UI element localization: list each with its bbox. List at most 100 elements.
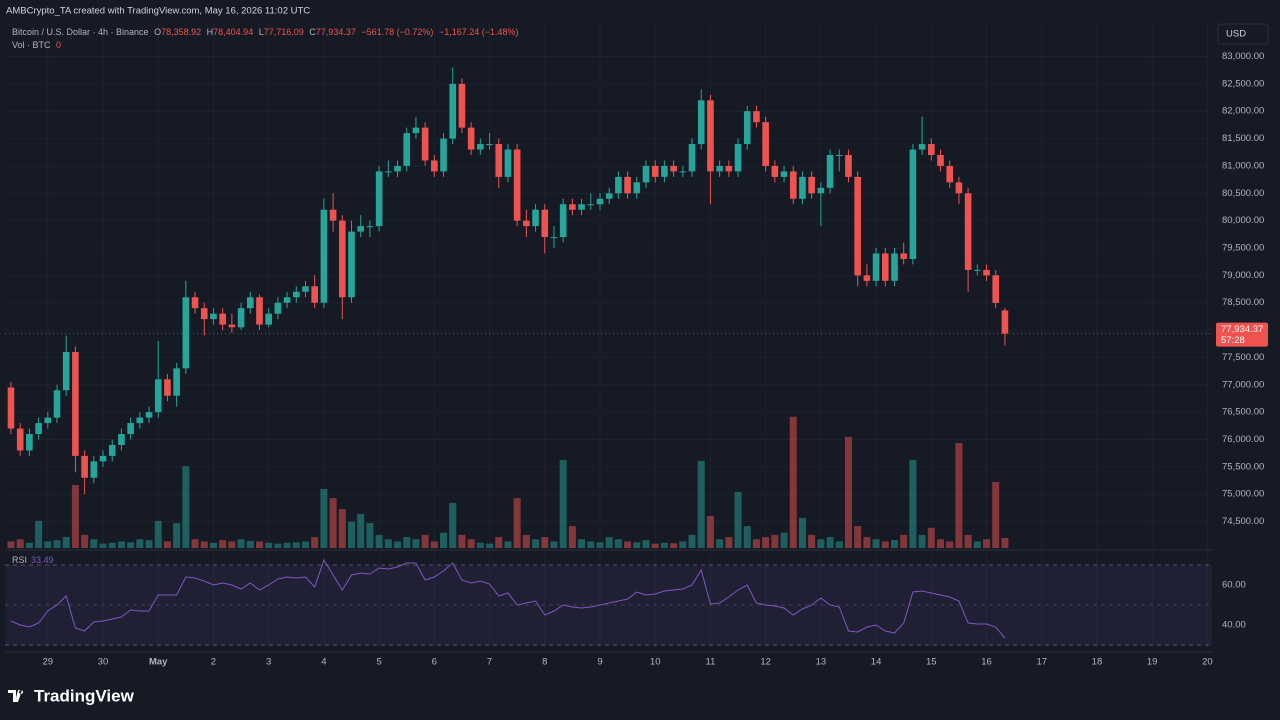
currency-button[interactable]: [1217, 23, 1269, 45]
candle-body: [872, 253, 880, 281]
candle-body: [909, 149, 917, 259]
volume-bar: [697, 460, 705, 548]
change: −561.78 (−0.72%): [361, 27, 433, 37]
volume-bar: [320, 488, 328, 548]
volume-bar: [881, 541, 889, 548]
volume-bar: [173, 523, 181, 548]
candle-body: [725, 165, 733, 172]
volume-bar: [992, 481, 1000, 548]
candle-body: [35, 423, 42, 435]
candle-body: [541, 209, 549, 238]
candle-body: [513, 149, 521, 221]
candle-body: [403, 133, 411, 166]
x-tick-label: 9: [597, 657, 602, 668]
candle-body: [108, 444, 116, 456]
volume-bar: [633, 542, 641, 548]
volume-bar: [955, 443, 963, 548]
volume-bar: [90, 539, 98, 548]
volume-bar: [541, 537, 549, 548]
candle-body: [302, 286, 309, 292]
candle-body: [182, 297, 190, 369]
y-tick-label: 75,000.00: [1222, 489, 1264, 500]
candle-body: [458, 83, 466, 128]
currency[interactable]: USD: [1226, 29, 1246, 40]
volume-bar: [679, 541, 687, 548]
candle-body: [44, 417, 52, 424]
candle-body: [596, 198, 604, 205]
candle-body: [256, 297, 263, 325]
volume-bar: [375, 534, 383, 548]
candle-body: [449, 83, 457, 139]
last-price: 77,934.37: [1221, 324, 1263, 335]
volume-bar: [706, 516, 714, 548]
volume-bar: [108, 542, 116, 548]
volume-bar: [835, 541, 843, 548]
candle-body: [210, 313, 217, 320]
volume-bar: [366, 523, 374, 548]
candle-body: [348, 231, 355, 298]
legend: Bitcoin / U.S. Dollar · 4h · Binance O78…: [12, 27, 519, 37]
ohlc-key: C: [309, 27, 316, 37]
x-tick-label: 19: [1147, 657, 1158, 668]
volume-bar: [163, 541, 171, 548]
candle-body: [762, 122, 769, 166]
candle-body: [357, 226, 365, 232]
volume-bar: [421, 534, 429, 548]
candle-body: [338, 220, 346, 298]
candle-body: [559, 204, 567, 238]
y-tick-label: 76,500.00: [1222, 407, 1264, 418]
candle-body: [955, 182, 963, 194]
y-tick-label: 77,500.00: [1222, 352, 1264, 363]
volume-bar: [394, 541, 402, 548]
x-tick-label: 6: [432, 657, 437, 668]
candle-body: [7, 387, 15, 429]
candle-body: [62, 351, 70, 391]
volume-bar: [35, 520, 43, 548]
x-tick-label: 20: [1202, 657, 1213, 668]
volume-bar: [918, 534, 926, 548]
volume-bar: [228, 541, 236, 548]
volume-bar: [771, 534, 779, 548]
candle-body: [26, 434, 33, 451]
volume-bar: [486, 543, 494, 548]
volume-bar: [587, 541, 595, 548]
logo-icon: [8, 690, 24, 702]
x-tick-label: May: [149, 657, 168, 668]
volume-bar: [522, 534, 530, 548]
volume-bar: [688, 534, 696, 548]
y-tick-label: 76,000.00: [1222, 434, 1264, 445]
volume-bar: [605, 537, 613, 548]
volume-bar: [946, 541, 954, 548]
candle-body: [854, 176, 861, 276]
volume-bar: [743, 526, 751, 548]
volume-bar: [725, 537, 733, 548]
volume-bar: [191, 539, 199, 548]
candle-body: [412, 127, 420, 134]
x-tick-label: 18: [1092, 657, 1103, 668]
volume-bar: [476, 542, 484, 548]
candle-body: [246, 297, 254, 309]
volume-bar: [209, 542, 217, 548]
x-tick-label: 2: [211, 657, 216, 668]
candle-body: [688, 144, 696, 172]
candle-body: [624, 176, 631, 194]
candle-body: [81, 455, 88, 478]
volume-bar: [651, 543, 659, 548]
volume-bar: [357, 513, 365, 548]
rsi-legend-part: 33.49: [31, 555, 54, 565]
volume-bar: [872, 539, 880, 548]
volume-bar: [808, 534, 816, 548]
volume-bar: [780, 532, 788, 548]
volume-bar: [145, 540, 153, 548]
x-tick-label: 29: [43, 657, 54, 668]
volume-bar: [513, 498, 521, 548]
candle-body: [366, 226, 374, 228]
candle-body: [826, 154, 834, 188]
candle-body: [578, 204, 585, 210]
volume-bar: [752, 539, 760, 548]
volume-bar: [53, 540, 61, 548]
candle-body: [679, 171, 687, 173]
volume-bar: [329, 498, 337, 548]
candle-body: [164, 379, 171, 396]
volume-bar: [311, 537, 319, 548]
